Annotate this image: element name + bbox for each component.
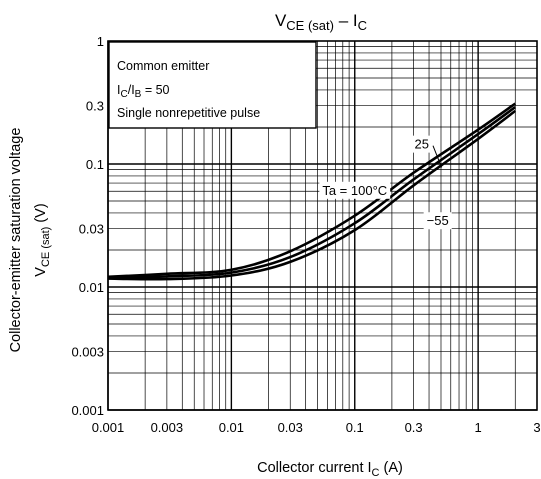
y-tick-label: 0.001 <box>71 403 104 418</box>
x-tick-label: 3 <box>533 420 540 435</box>
annotation-label-2: −55 <box>427 213 449 228</box>
x-tick-label: 0.03 <box>278 420 303 435</box>
y-tick-label: 0.01 <box>79 280 104 295</box>
series-line-1 <box>107 106 517 279</box>
annotations: Ta = 100°C 25 −55 <box>319 135 452 230</box>
series-line-0 <box>107 102 517 279</box>
x-tick-label: 0.003 <box>151 420 184 435</box>
x-tick-label: 1 <box>475 420 482 435</box>
series-group <box>107 102 517 281</box>
annotation-bg-2 <box>423 212 452 230</box>
chart-title: VCE (sat) – IC <box>275 11 367 33</box>
y-tick-label: 1 <box>97 34 104 49</box>
condition-line-3: Single nonrepetitive pulse <box>117 106 260 120</box>
y-axis-label-line2: VCE (sat) (V) <box>33 203 52 276</box>
annotation-label-1: 25 <box>415 137 429 152</box>
x-tick-label: 0.3 <box>405 420 423 435</box>
y-tick-label: 0.1 <box>86 157 104 172</box>
y-tick-label: 0.3 <box>86 98 104 113</box>
annotation-label-0: Ta = 100°C <box>322 183 387 198</box>
y-tick-label: 0.03 <box>79 221 104 236</box>
condition-line-1: Common emitter <box>117 59 209 73</box>
y-tick-label: 0.003 <box>71 344 104 359</box>
annotation-bg-0 <box>319 181 391 199</box>
condition-line-2: IC/IB = 50 <box>117 83 170 100</box>
x-tick-label: 0.1 <box>346 420 364 435</box>
conditions-box: Common emitter IC/IB = 50 Single nonrepe… <box>108 41 317 129</box>
y-axis-label-line1: Collector-emitter saturation voltage <box>8 128 24 353</box>
series-line-2 <box>107 109 517 281</box>
plot-frame <box>107 40 538 411</box>
annotation-leader-1 <box>432 145 443 168</box>
annotation-bg-1 <box>411 135 432 153</box>
x-axis-label: Collector current IC (A) <box>257 460 403 479</box>
x-tick-label: 0.001 <box>92 420 125 435</box>
x-tick-label: 0.01 <box>219 420 244 435</box>
tick-labels: 0.001 0.003 0.01 0.03 0.1 0.3 1 3 0.001 0.003 0.01… <box>71 34 540 435</box>
